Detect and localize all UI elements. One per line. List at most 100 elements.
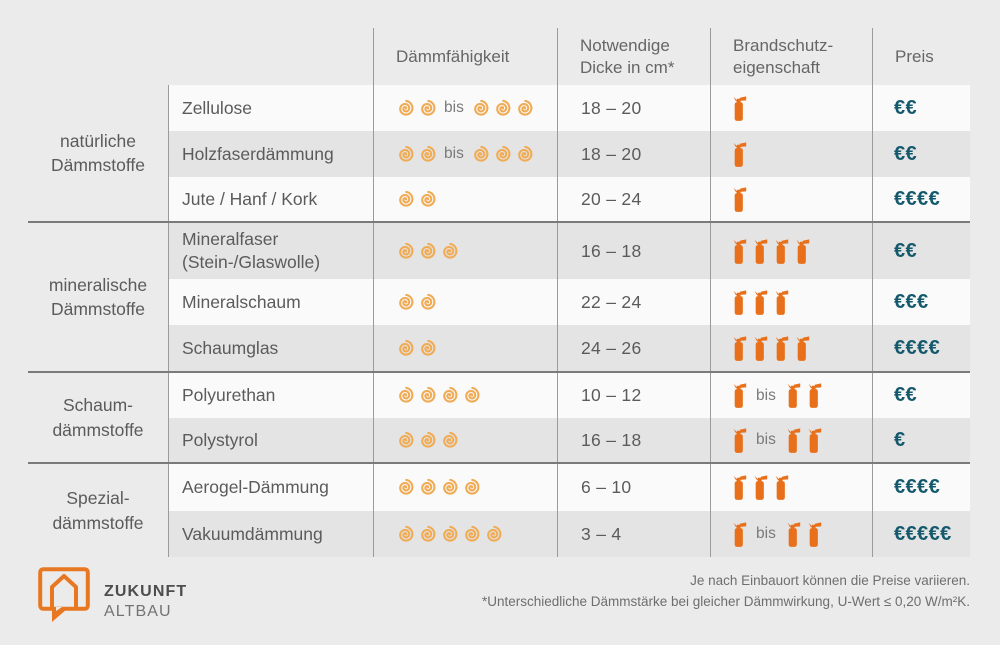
insulation-rating-cell	[373, 279, 557, 325]
table-header-row: Dämmfähigkeit Notwendige Dicke in cm* Br…	[373, 28, 970, 85]
material-cell: Schaumglas	[168, 325, 373, 371]
material-cell: Zellulose	[168, 85, 373, 131]
bis-label: bis	[756, 525, 776, 542]
spiral-icon	[443, 431, 458, 448]
fire-extinguisher-icon	[733, 427, 747, 453]
logo-line1: ZUKUNFT	[104, 583, 188, 600]
category-cell: Spezial- dämmstoffe	[52, 488, 144, 533]
fire-extinguisher-icon	[796, 238, 810, 264]
spiral-icon	[399, 386, 414, 403]
column-header-brandschutz: Brandschutz-eigenschaft	[710, 28, 872, 85]
fire-extinguisher-icon	[775, 238, 789, 264]
fire-extinguisher-icon	[808, 427, 822, 453]
fire-rating-cell	[710, 177, 872, 221]
spiral-icon	[399, 145, 414, 162]
fire-extinguisher-icon	[733, 521, 747, 547]
footnotes: Je nach Einbauort können die Preise vari…	[482, 570, 970, 612]
fire-extinguisher-icon	[808, 521, 822, 547]
thickness-cell: 10 – 12	[557, 373, 710, 418]
logo-line2: ALTBAU	[104, 603, 172, 620]
insulation-rating-cell	[373, 223, 557, 279]
spiral-icon	[421, 99, 436, 116]
spiral-icon	[421, 431, 436, 448]
material-cell: Holzfaserdämmung	[168, 131, 373, 177]
spiral-icon	[443, 478, 458, 495]
insulation-rating-cell	[373, 177, 557, 221]
fire-rating-cell: bis	[710, 373, 872, 418]
insulation-rating-cell	[373, 373, 557, 418]
price-cell: €€	[872, 373, 970, 418]
spiral-icon	[465, 478, 480, 495]
spiral-icon	[421, 339, 436, 356]
thickness-cell: 6 – 10	[557, 464, 710, 511]
fire-extinguisher-icon	[808, 383, 822, 408]
fire-extinguisher-icon	[775, 475, 789, 500]
insulation-rating-cell	[373, 464, 557, 511]
fire-extinguisher-icon	[787, 383, 801, 408]
fire-rating-cell	[710, 131, 872, 177]
material-cell: Aerogel-Dämmung	[168, 464, 373, 511]
fire-rating-cell	[710, 279, 872, 325]
spiral-icon	[399, 431, 414, 448]
column-header-dicke: Notwendige Dicke in cm*	[557, 28, 710, 85]
fire-rating-cell	[710, 325, 872, 371]
thickness-cell: 24 – 26	[557, 325, 710, 371]
material-cell: Polystyrol	[168, 418, 373, 462]
spiral-icon	[443, 386, 458, 403]
bis-label: bis	[756, 431, 776, 448]
fire-extinguisher-icon	[754, 335, 768, 361]
fire-extinguisher-icon	[787, 521, 801, 547]
thickness-cell: 18 – 20	[557, 131, 710, 177]
thickness-cell: 20 – 24	[557, 177, 710, 221]
column-header-label: Brandschutz-eigenschaft	[733, 36, 834, 77]
spiral-icon	[487, 525, 502, 542]
price-cell: €€€	[872, 279, 970, 325]
footnote-uwert: *Unterschiedliche Dämmstärke bei gleiche…	[481, 594, 970, 609]
thickness-cell: 16 – 18	[557, 223, 710, 279]
fire-rating-cell	[710, 464, 872, 511]
zukunft-altbau-logo: ZUKUNFT ALTBAU	[38, 567, 187, 624]
bis-label: bis	[756, 386, 776, 404]
fire-rating-cell: bis	[710, 511, 872, 557]
fire-extinguisher-icon	[775, 335, 789, 361]
fire-extinguisher-icon	[754, 475, 768, 500]
material-cell: Mineralschaum	[168, 279, 373, 325]
spiral-icon	[421, 386, 436, 403]
fire-extinguisher-icon	[733, 475, 747, 500]
spiral-icon	[399, 525, 414, 542]
spiral-icon	[421, 242, 436, 259]
fire-extinguisher-icon	[733, 95, 747, 121]
price-cell: €€€€	[872, 177, 970, 221]
category-cell: natürliche Dämmstoffe	[50, 130, 145, 176]
spiral-icon	[495, 99, 511, 116]
spiral-icon	[399, 339, 414, 356]
bis-label: bis	[444, 99, 464, 116]
spiral-icon	[421, 190, 436, 207]
price-cell: €	[872, 418, 970, 462]
price-cell: €€€€	[872, 325, 970, 371]
price-cell: €€	[872, 85, 970, 131]
insulation-rating-cell	[373, 511, 557, 557]
group-separator-line	[28, 221, 970, 223]
category-cell: mineralische Dämmstoffe	[48, 274, 148, 320]
group-separator-line	[28, 371, 970, 373]
spiral-icon	[473, 145, 489, 162]
fire-extinguisher-icon	[733, 141, 747, 167]
spiral-icon	[399, 242, 414, 259]
fire-extinguisher-icon	[754, 238, 768, 264]
insulation-rating-cell: bis	[373, 131, 557, 177]
price-cell: €€	[872, 131, 970, 177]
spiral-icon	[399, 99, 414, 116]
column-header-label: Preis	[895, 46, 934, 66]
fire-rating-cell: bis	[710, 418, 872, 462]
price-cell: €€	[872, 223, 970, 279]
spiral-icon	[443, 242, 458, 259]
fire-extinguisher-icon	[787, 427, 801, 453]
price-cell: €€€€€	[872, 511, 970, 557]
insulation-rating-cell: bis	[373, 85, 557, 131]
spiral-icon	[421, 145, 436, 162]
fire-rating-cell	[710, 85, 872, 131]
category-cell: Schaum- dämmstoffe	[52, 395, 144, 440]
spiral-icon	[473, 99, 489, 116]
